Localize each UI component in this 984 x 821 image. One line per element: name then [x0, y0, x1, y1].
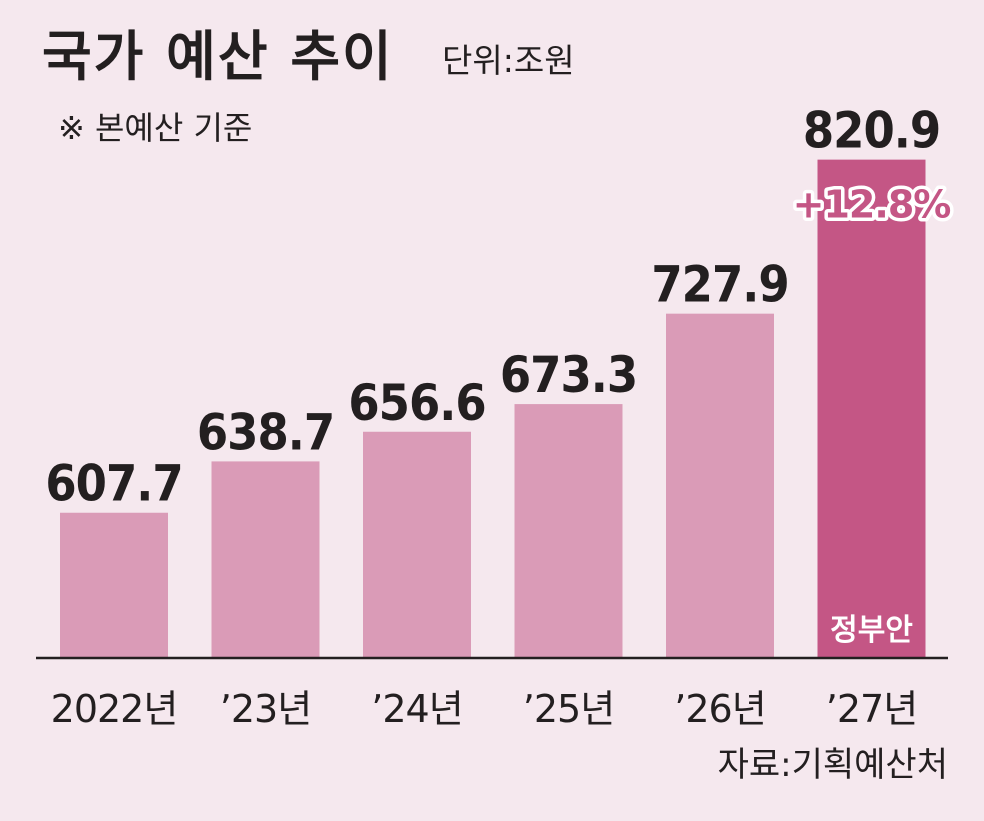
data-label: 727.9: [651, 256, 788, 314]
data-label: 638.7: [197, 403, 334, 461]
bar: [514, 404, 623, 658]
x-tick-label: ’23년: [220, 687, 311, 731]
note-label: ※ 본예산 기준: [58, 109, 253, 147]
chart-title: 국가 예산 추이: [42, 25, 394, 88]
x-tick-label: ’24년: [371, 687, 462, 731]
data-label: 820.9: [803, 102, 940, 160]
source-label: 자료:기획예산처: [717, 745, 948, 785]
x-tick-label: ’26년: [674, 687, 765, 731]
data-label: 656.6: [348, 374, 485, 432]
highlight-bar-label: 정부안: [830, 613, 913, 648]
x-tick-label: 2022년: [51, 687, 178, 731]
growth-label: +12.8%: [793, 183, 951, 227]
unit-label: 단위:조원: [442, 41, 575, 80]
x-tick-label: ’25년: [523, 687, 614, 731]
bar: [666, 313, 774, 658]
x-tick-label: ’27년: [826, 687, 917, 731]
data-label: 673.3: [500, 346, 637, 404]
bar: [363, 431, 471, 658]
bar: [211, 461, 320, 658]
bar: [817, 159, 926, 658]
bar: [60, 512, 168, 658]
data-label: 607.7: [45, 455, 182, 513]
